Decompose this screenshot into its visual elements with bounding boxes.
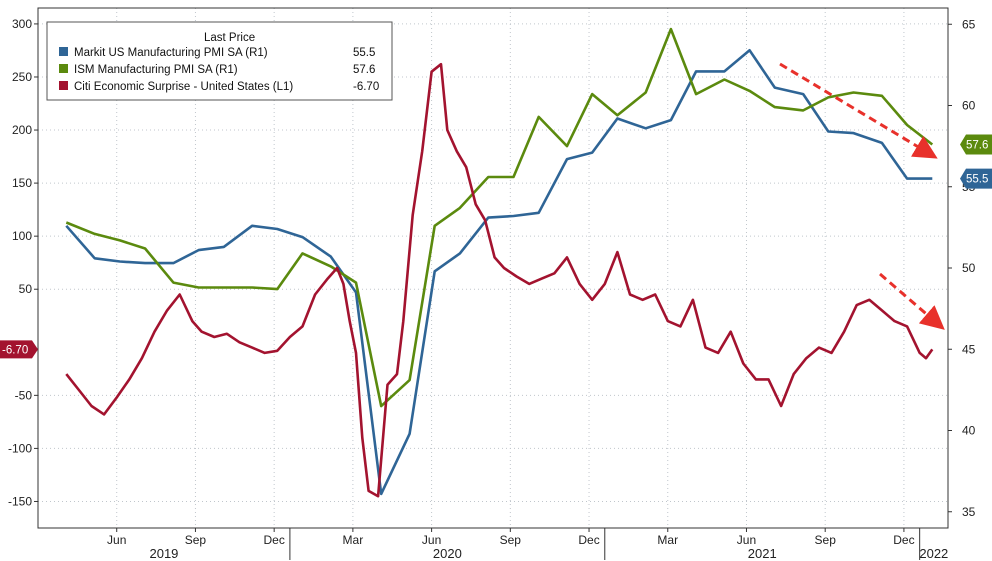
right-tick-label: 60 xyxy=(962,99,976,113)
year-label: 2020 xyxy=(433,546,462,561)
legend-value-markit: 55.5 xyxy=(353,47,375,59)
right-tick-label: 45 xyxy=(962,342,976,356)
series-line-1 xyxy=(65,27,934,408)
legend-value-ism: 57.6 xyxy=(353,64,375,76)
month-tick-label: Sep xyxy=(500,533,522,547)
last-tag-text-1: 57.6 xyxy=(966,140,988,152)
trend-arrow-pmi xyxy=(779,62,938,159)
last-price-tags: -6.70 57.6 55.5 xyxy=(0,134,992,359)
grid xyxy=(38,8,948,528)
month-tick-label: Sep xyxy=(815,533,837,547)
month-tick-label: Mar xyxy=(657,533,678,547)
right-tick-label: 35 xyxy=(962,505,976,519)
year-label: 2019 xyxy=(149,546,178,561)
legend: Last Price Markit US Manufacturing PMI S… xyxy=(46,21,393,101)
year-label: 2021 xyxy=(748,546,777,561)
month-tick-label: Dec xyxy=(263,533,284,547)
left-tick-label: -50 xyxy=(15,388,33,402)
left-tick-label: 150 xyxy=(12,176,32,190)
month-tick-label: Dec xyxy=(578,533,599,547)
legend-swatch-markit xyxy=(59,47,68,56)
legend-swatch-citi xyxy=(59,81,68,90)
month-tick-label: Jun xyxy=(107,533,126,547)
left-tick-label: -100 xyxy=(8,441,32,455)
legend-swatch-ism xyxy=(59,64,68,73)
right-tick-label: 40 xyxy=(962,424,976,438)
left-tick-label: 300 xyxy=(12,17,32,31)
last-tag-2 xyxy=(960,168,992,189)
month-tick-label: Jun xyxy=(737,533,756,547)
month-tick-label: Mar xyxy=(343,533,364,547)
last-tag-1 xyxy=(960,134,992,155)
legend-header: Last Price xyxy=(204,32,255,44)
last-tag-citi-text: -6.70 xyxy=(2,344,28,356)
series-layer xyxy=(65,27,934,498)
legend-value-citi: -6.70 xyxy=(353,81,379,93)
annotation-layer xyxy=(779,62,945,330)
series-line-2 xyxy=(65,62,934,498)
legend-label-ism: ISM Manufacturing PMI SA (R1) xyxy=(74,64,238,76)
legend-label-markit: Markit US Manufacturing PMI SA (R1) xyxy=(74,47,268,59)
left-tick-label: -150 xyxy=(8,494,32,508)
last-tag-text-2: 55.5 xyxy=(966,174,988,186)
right-tick-label: 65 xyxy=(962,17,976,31)
legend-box xyxy=(46,21,393,101)
left-tick-label: 200 xyxy=(12,123,32,137)
legend-label-citi: Citi Economic Surprise - United States (… xyxy=(74,81,293,93)
month-tick-label: Dec xyxy=(893,533,914,547)
month-tick-label: Jun xyxy=(422,533,441,547)
year-label: 2022 xyxy=(919,546,948,561)
last-tag-citi xyxy=(0,340,38,359)
left-tick-label: 50 xyxy=(19,282,33,296)
right-tick-label: 50 xyxy=(962,261,976,275)
left-tick-label: 100 xyxy=(12,229,32,243)
series-line-0 xyxy=(65,48,933,496)
month-tick-label: Sep xyxy=(185,533,207,547)
left-tick-label: 250 xyxy=(12,70,32,84)
